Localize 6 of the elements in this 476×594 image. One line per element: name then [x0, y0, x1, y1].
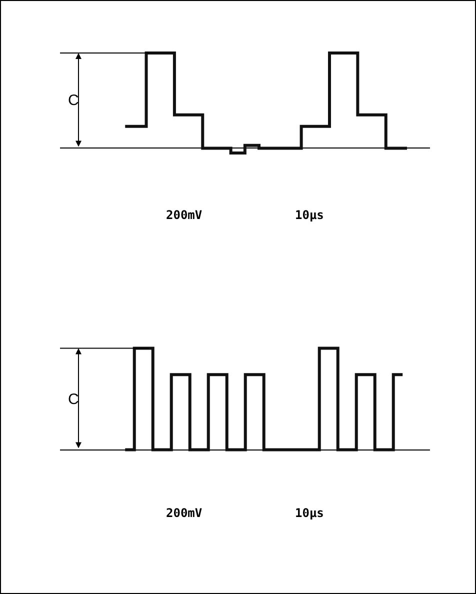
- text: 10µs: [295, 506, 324, 520]
- text: C: [68, 391, 79, 408]
- text: C: [68, 92, 79, 109]
- text: 200mV: [166, 506, 202, 520]
- text: 200mV: [166, 208, 202, 222]
- text: 10µs: [295, 208, 324, 222]
